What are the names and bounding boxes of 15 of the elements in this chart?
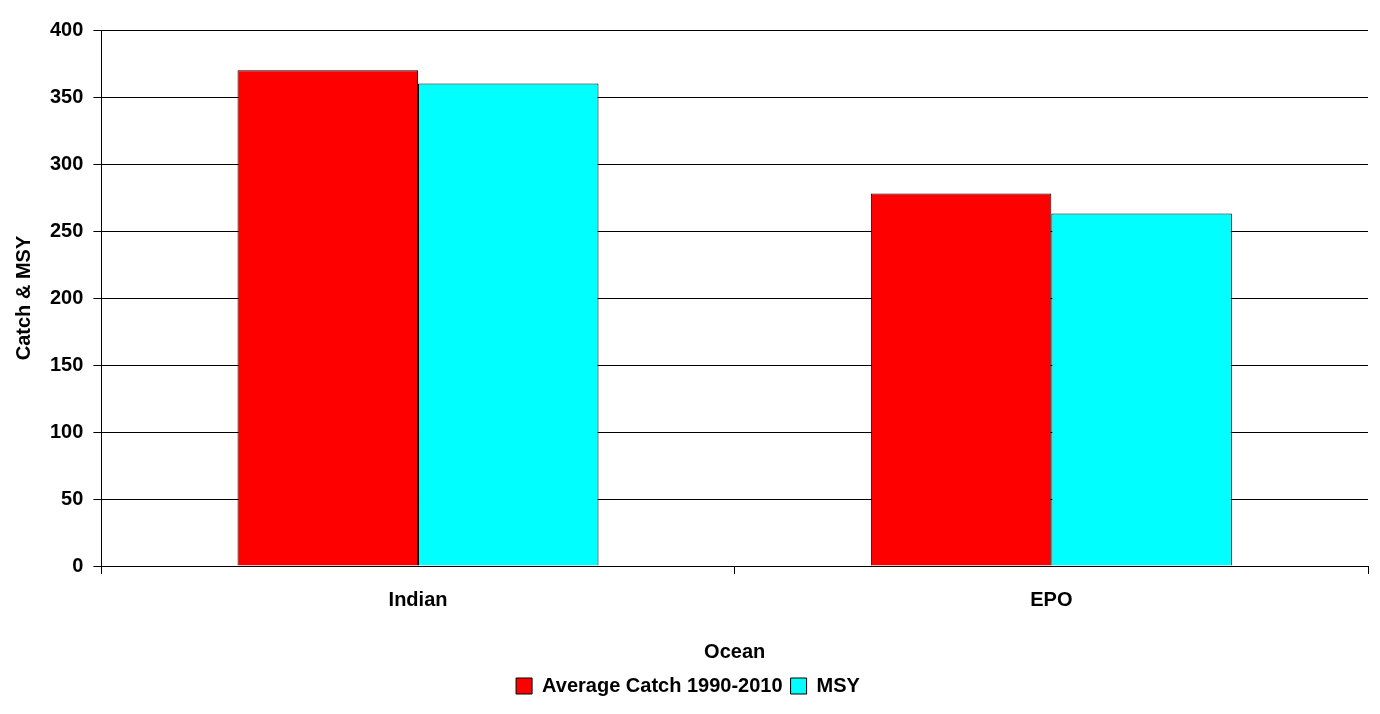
y-tick-label: 150 — [49, 352, 84, 375]
y-tick-label: 400 — [49, 17, 84, 40]
y-tick-label: 250 — [49, 218, 84, 241]
x-axis-title: Ocean — [704, 639, 766, 662]
legend-label: MSY — [816, 673, 861, 696]
x-tick-label: Indian — [388, 587, 448, 610]
legend-label: Average Catch 1990-2010 — [542, 673, 783, 696]
y-tick-label: 300 — [49, 151, 84, 174]
y-axis-title: Catch & MSY — [11, 235, 34, 361]
y-tick-label: 100 — [49, 419, 84, 442]
y-tick-label: 350 — [49, 84, 84, 107]
x-tick-label: EPO — [1030, 587, 1073, 610]
y-tick-label: 0 — [72, 553, 84, 576]
y-tick-label: 200 — [49, 285, 84, 308]
y-tick-label: 50 — [61, 486, 84, 509]
